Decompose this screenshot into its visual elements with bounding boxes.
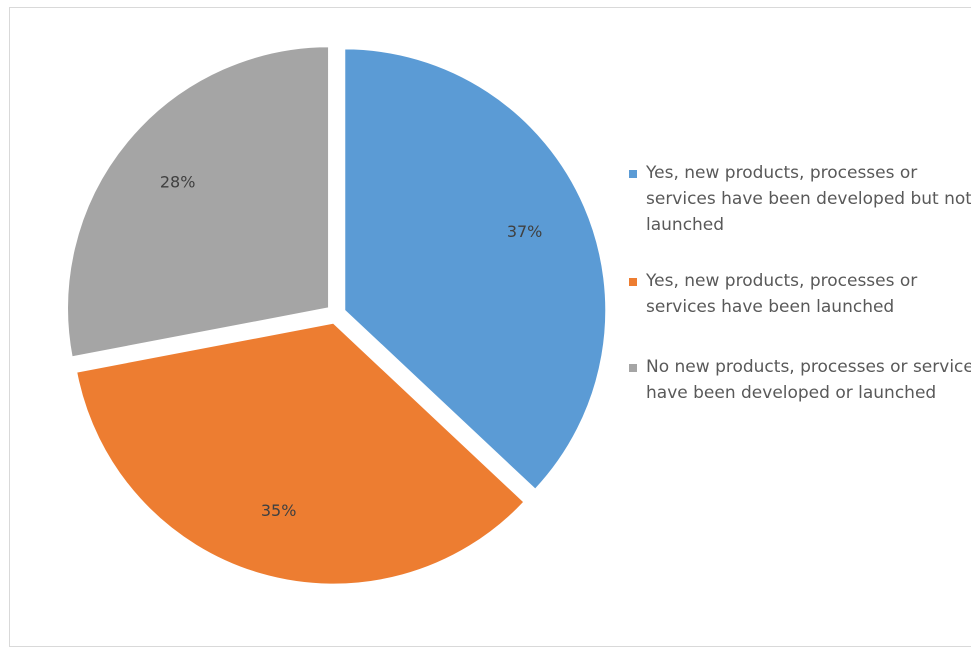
legend-swatch xyxy=(629,364,637,372)
slice-data-label: 28% xyxy=(160,173,196,192)
slice-data-label: 35% xyxy=(261,501,297,520)
legend-label: No new products, processes or services h… xyxy=(646,357,971,403)
pie-chart: 37% 35% 28% xyxy=(66,45,608,586)
legend-item: No new products, processes or services h… xyxy=(624,354,971,406)
pie-slice xyxy=(74,321,526,586)
legend-item: Yes, new products, processes or services… xyxy=(624,268,971,320)
pie-slice xyxy=(343,47,608,492)
slice-data-label: 37% xyxy=(507,222,543,241)
legend-label: Yes, new products, processes or services… xyxy=(646,163,971,235)
pie-slice xyxy=(66,45,331,359)
legend-item: Yes, new products, processes or services… xyxy=(624,160,971,238)
legend-swatch xyxy=(629,278,637,286)
legend: Yes, new products, processes or services… xyxy=(624,160,971,436)
legend-swatch xyxy=(629,170,637,178)
legend-label: Yes, new products, processes or services… xyxy=(646,271,918,317)
